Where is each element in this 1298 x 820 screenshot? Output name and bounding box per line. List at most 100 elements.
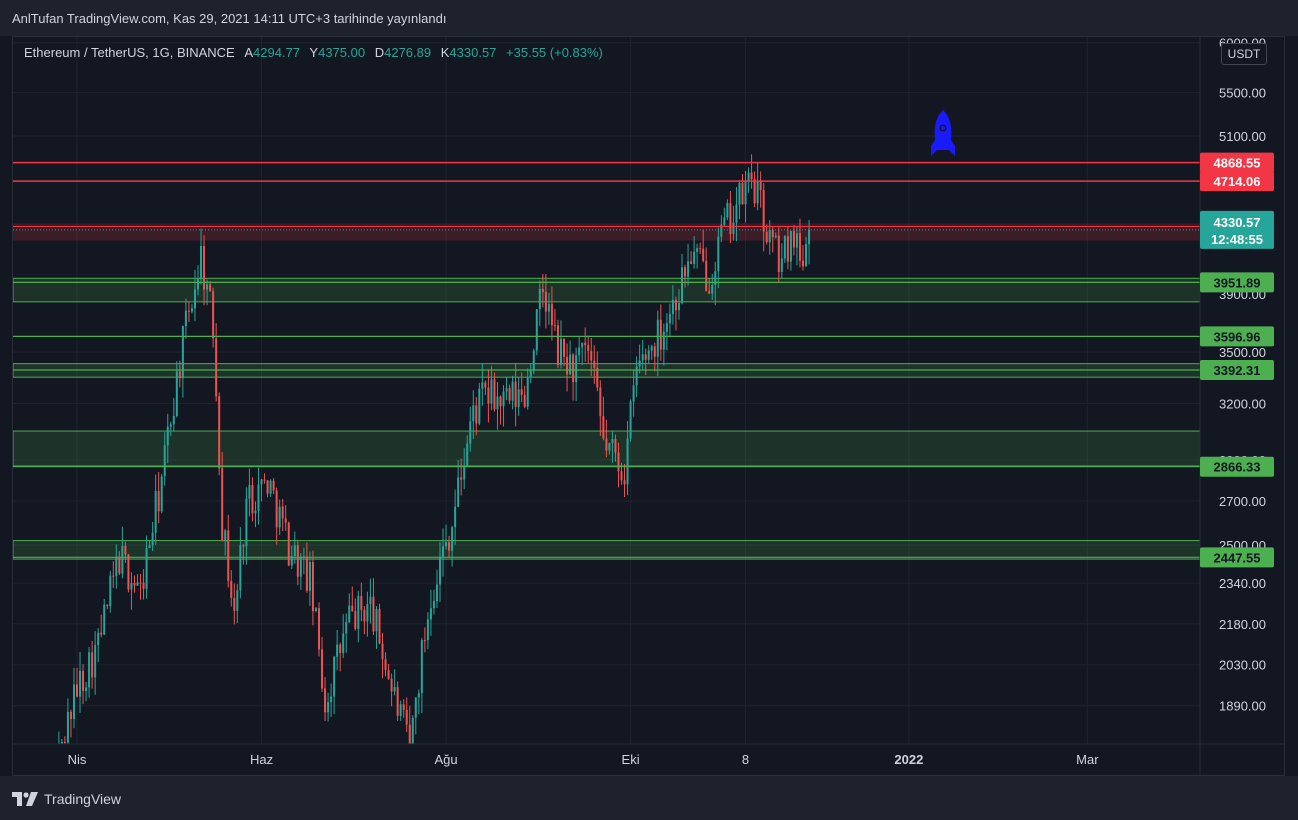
candle-body xyxy=(590,350,593,361)
candle-body xyxy=(792,230,795,248)
candle-body xyxy=(354,611,357,629)
candle-body xyxy=(197,279,199,290)
resistance-zone xyxy=(13,223,1200,241)
candle-body xyxy=(85,687,88,691)
candle-body xyxy=(635,366,638,386)
candle-body xyxy=(187,310,190,312)
candle-body xyxy=(305,556,308,591)
candle-body xyxy=(572,354,575,383)
candle-body xyxy=(475,405,478,424)
candle-body xyxy=(538,288,541,310)
candle-body xyxy=(511,381,514,401)
candle-body xyxy=(281,506,284,519)
candle-body xyxy=(242,545,245,547)
candle-body xyxy=(605,438,608,451)
candle-body xyxy=(481,382,484,389)
candle-body xyxy=(308,561,311,591)
footer xyxy=(0,776,1298,820)
candle-body xyxy=(526,377,529,407)
price-tick-label: 1890.00 xyxy=(1219,699,1266,714)
candle-body xyxy=(426,619,429,641)
candle-body xyxy=(614,439,617,453)
candle-body xyxy=(629,401,632,439)
candle-body xyxy=(218,396,221,469)
candle-body xyxy=(124,545,127,555)
candle-body xyxy=(798,233,801,261)
candle-body xyxy=(184,310,187,327)
support-zone xyxy=(13,277,1200,303)
candle-body xyxy=(193,289,196,309)
candle-body xyxy=(608,443,611,451)
candle-body xyxy=(169,424,172,427)
candle-body xyxy=(88,652,91,688)
candle-body xyxy=(617,452,620,472)
candle-body xyxy=(451,527,454,551)
candle-body xyxy=(720,224,723,237)
candle-body xyxy=(581,342,584,348)
symbol-name: Ethereum / TetherUS, 1G, BINANCE xyxy=(24,45,235,60)
candle-body xyxy=(366,604,369,622)
candles xyxy=(58,154,811,744)
candle-body xyxy=(662,331,665,350)
candle-body xyxy=(239,545,242,591)
candle-body xyxy=(632,385,635,402)
price-level-tag xyxy=(1200,547,1274,568)
candle-body xyxy=(387,670,390,679)
candle-body xyxy=(439,556,441,585)
candle-body xyxy=(233,597,236,611)
candle-body xyxy=(802,260,804,267)
candle-body xyxy=(463,465,466,480)
tradingview-logo[interactable]: TradingView xyxy=(12,789,121,809)
candle-body xyxy=(478,388,481,424)
ohlc-legend: Ethereum / TetherUS, 1G, BINANCE A4294.7… xyxy=(24,45,603,60)
candle-body xyxy=(345,621,348,634)
candle-body xyxy=(508,388,511,401)
candle-body xyxy=(163,445,166,477)
candle-body xyxy=(578,347,581,356)
candle-body xyxy=(154,490,157,533)
candle-body xyxy=(448,542,451,551)
candle-body xyxy=(133,583,136,586)
price-tick-label: 2340.00 xyxy=(1219,576,1266,591)
candle-body xyxy=(626,438,629,485)
currency-button[interactable]: USDT xyxy=(1221,43,1267,65)
candle-body xyxy=(417,693,420,698)
candle-body xyxy=(699,248,702,250)
candle-body xyxy=(236,590,239,611)
candle-body xyxy=(423,640,426,642)
candle-body xyxy=(408,724,411,744)
candle-body xyxy=(103,604,106,635)
tradingview-logo-icon xyxy=(12,792,38,806)
candle-body xyxy=(641,354,644,361)
price-tick-label: 5100.00 xyxy=(1219,129,1266,144)
candle-body xyxy=(91,652,94,678)
candle-body xyxy=(142,582,145,589)
high-label: Y xyxy=(309,45,319,60)
candle-body xyxy=(747,172,750,181)
candle-body xyxy=(668,313,671,324)
candle-body xyxy=(420,640,423,694)
candle-body xyxy=(566,356,569,375)
price-level-value: 2866.33 xyxy=(1214,460,1261,475)
candle-body xyxy=(777,235,780,273)
candle-body xyxy=(650,346,653,351)
price-tick-label: 2180.00 xyxy=(1219,617,1266,632)
candle-body xyxy=(145,547,148,589)
candle-body xyxy=(765,231,768,243)
price-tick-label: 2700.00 xyxy=(1219,494,1266,509)
chart-frame[interactable] xyxy=(12,36,1285,776)
candle-body xyxy=(690,261,693,264)
candle-body xyxy=(372,596,375,632)
candle-body xyxy=(296,545,299,577)
candle-body xyxy=(321,649,324,689)
candle-body xyxy=(696,248,699,252)
candle-body xyxy=(336,644,339,657)
candle-body xyxy=(115,556,118,577)
low-value: 4276.89 xyxy=(384,45,432,60)
candle-body xyxy=(702,248,705,261)
candle-body xyxy=(378,608,381,644)
candle-body xyxy=(330,696,333,703)
candle-body xyxy=(206,284,209,290)
time-tick-label: Nis xyxy=(68,752,87,767)
